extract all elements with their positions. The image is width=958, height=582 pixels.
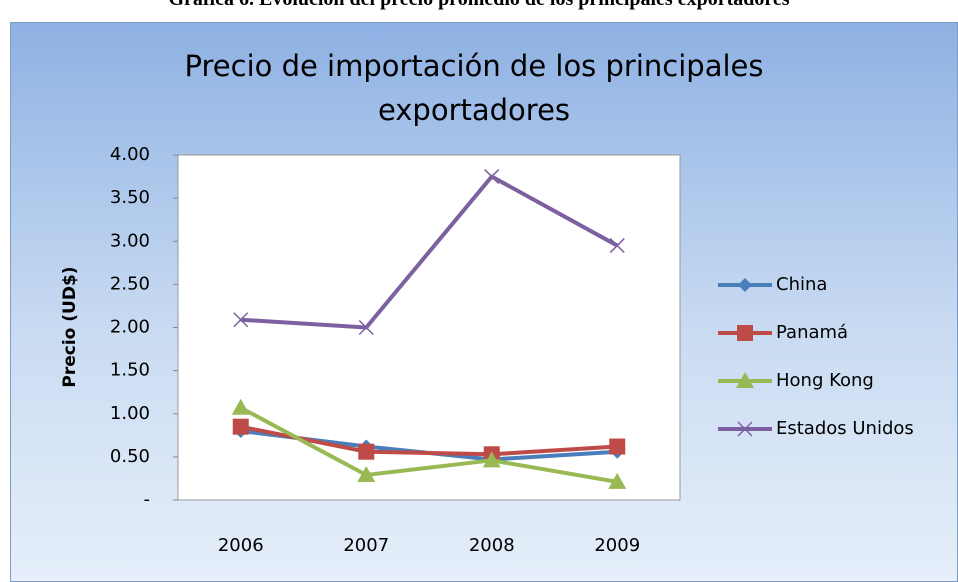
y-tick-label: 4.00 bbox=[110, 144, 150, 165]
data-point bbox=[608, 472, 627, 489]
data-point bbox=[358, 443, 375, 460]
y-tick-label: 0.50 bbox=[110, 446, 150, 467]
series-line bbox=[240, 174, 619, 330]
data-point bbox=[358, 319, 374, 336]
y-tick-label: 1.00 bbox=[110, 403, 150, 424]
legend-label: Estados Unidos bbox=[776, 418, 914, 439]
x-tick-label: 2007 bbox=[343, 535, 389, 556]
y-tick-label: 2.00 bbox=[110, 317, 150, 338]
series-line bbox=[239, 405, 618, 484]
data-point bbox=[482, 451, 501, 468]
y-tick-label: 3.00 bbox=[110, 230, 150, 251]
x-tick-label: 2006 bbox=[218, 535, 264, 556]
y-tick-label: 1.50 bbox=[110, 360, 150, 381]
plot-area bbox=[177, 154, 681, 501]
legend-label: Hong Kong bbox=[776, 370, 874, 391]
data-point bbox=[231, 398, 250, 415]
x-tick-label: 2009 bbox=[594, 535, 640, 556]
legend-marker bbox=[738, 278, 752, 292]
y-tick-label: 2.50 bbox=[110, 273, 150, 294]
x-tick-label: 2008 bbox=[469, 535, 515, 556]
y-tick-label: - bbox=[144, 489, 151, 510]
data-point bbox=[232, 418, 249, 435]
y-tick-label: 3.50 bbox=[110, 187, 150, 208]
legend-marker bbox=[737, 421, 753, 437]
data-point bbox=[233, 312, 249, 328]
data-point bbox=[484, 169, 500, 185]
y-axis-label: Precio (UD$) bbox=[60, 266, 80, 387]
data-point bbox=[357, 465, 376, 482]
caption: Gráfica 6. Evolución del precio promedio… bbox=[0, 0, 958, 11]
legend-marker bbox=[737, 325, 753, 341]
legend-label: Panamá bbox=[776, 322, 848, 343]
legend-marker bbox=[736, 372, 754, 388]
data-point bbox=[609, 438, 626, 455]
data-point bbox=[609, 238, 625, 254]
chart-title: Precio de importación de los principales… bbox=[184, 49, 764, 127]
legend-label: China bbox=[776, 274, 827, 295]
